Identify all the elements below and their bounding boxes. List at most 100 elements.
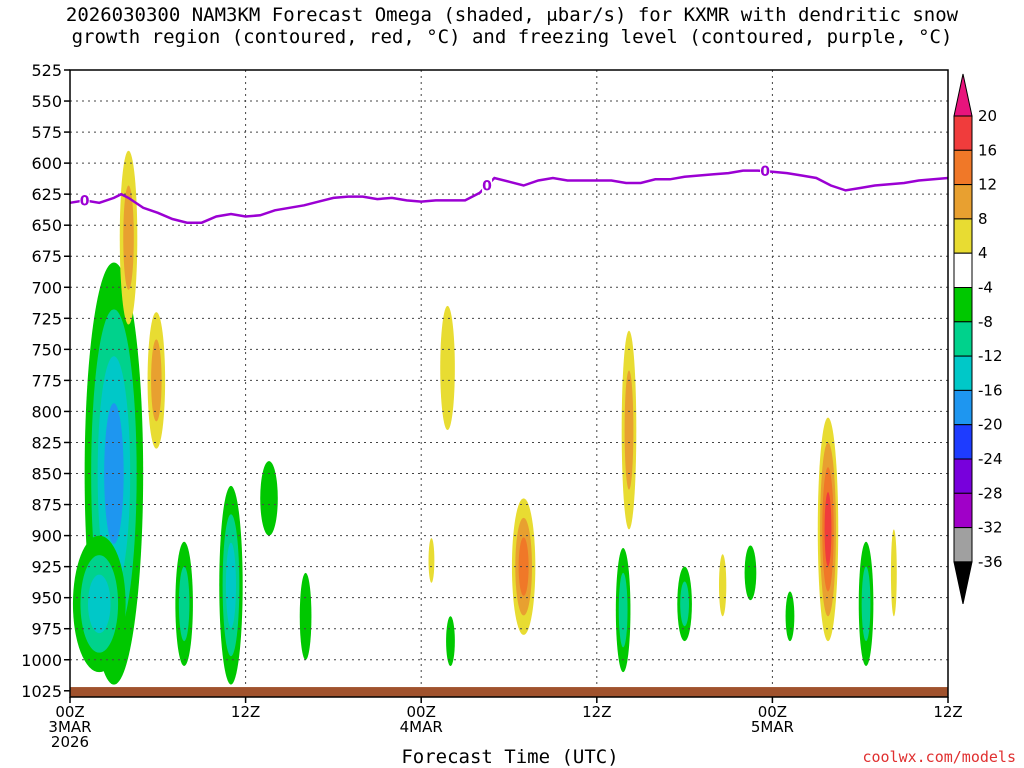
credit-text: coolwx.com/models (862, 748, 1016, 766)
omega-cell-7-level-1 (618, 572, 628, 648)
y-tick-label-17: 950 (31, 589, 62, 608)
x-tick-label-5-0: 12Z (933, 703, 962, 721)
omega-cell-19-level-3 (824, 492, 832, 567)
omega-cell-3-level-2 (225, 542, 236, 628)
freezing-level-label-bg-1 (482, 177, 493, 194)
x-axis-label: Forecast Time (UTC) (401, 746, 619, 768)
freezing-level-label-1: 0 (482, 178, 492, 194)
freezing-level-label-bg-0 (79, 192, 90, 209)
y-tick-label-2: 575 (31, 123, 62, 142)
omega-cell-9-level-0 (744, 545, 757, 601)
colorbar-bin-6 (953, 287, 973, 323)
y-tick-label-10: 775 (31, 371, 62, 390)
terrain-band (70, 687, 948, 697)
colorbar-label-4: 4 (978, 244, 988, 262)
x-tick-label-0-1: 3MAR (48, 718, 91, 736)
y-tick-label-18: 975 (31, 620, 62, 639)
colorbar-top-arrow (953, 73, 973, 117)
omega-cell-4-level-0 (260, 461, 278, 536)
y-tick-label-11: 800 (31, 402, 62, 421)
colorbar-bin-11 (953, 458, 973, 494)
chart-title: 2026030300 NAM3KM Forecast Omega (shaded… (0, 4, 1024, 48)
colorbar-label-8: -16 (978, 381, 1003, 399)
x-tick-label-4-1: 5MAR (751, 718, 794, 736)
colorbar-label-9: -20 (978, 416, 1003, 434)
colorbar-label-0: 20 (978, 107, 997, 125)
y-tick-label-19: 1000 (21, 651, 62, 670)
y-tick-label-12: 825 (31, 433, 62, 452)
colorbar-bin-3 (953, 184, 973, 220)
omega-cell-14-level-0 (440, 305, 455, 431)
colorbar-label-12: -32 (978, 519, 1003, 537)
omega-cell-16-level-2 (518, 537, 529, 596)
y-tick-label-4: 625 (31, 185, 62, 204)
colorbar-label-1: 16 (978, 141, 997, 159)
omega-cell-1-level-2 (87, 574, 111, 634)
axes-layer: 525 550 575 600 625 650 675 700 725 750 775 800 825 8… (21, 61, 962, 751)
y-tick-label-9: 750 (31, 340, 62, 359)
colorbar-bin-1 (953, 115, 973, 151)
colorbar-bin-12 (953, 492, 973, 529)
y-tick-label-6: 675 (31, 247, 62, 266)
omega-cell-5-level-0 (299, 572, 312, 660)
x-tick-label-1-0: 12Z (231, 703, 260, 721)
colorbar-label-3: 8 (978, 210, 988, 228)
omega-cell-12-level-1 (123, 185, 134, 290)
colorbar-bin-4 (953, 218, 973, 254)
y-tick-label-16: 925 (31, 558, 62, 577)
x-tick-label-3-0: 12Z (582, 703, 611, 721)
colorbar-label-7: -12 (978, 347, 1003, 365)
y-tick-label-13: 850 (31, 465, 62, 484)
freezing-level-layer: 0 0 0 (69, 163, 949, 224)
colorbar-label-11: -28 (978, 484, 1003, 502)
omega-cell-11-level-1 (861, 566, 871, 642)
y-tick-label-8: 725 (31, 309, 62, 328)
y-tick-label-14: 875 (31, 496, 62, 515)
title-line-1: 2026030300 NAM3KM Forecast Omega (shaded… (65, 4, 959, 26)
omega-cell-10-level-0 (785, 591, 795, 642)
freezing-level-label-bg-2 (760, 163, 771, 180)
x-tick-label-4-0: 00Z (758, 703, 787, 721)
y-tick-label-1: 550 (31, 92, 62, 111)
y-tick-label-5: 650 (31, 216, 62, 235)
freezing-level-label-2: 0 (760, 164, 770, 180)
freezing-level-label-0: 0 (80, 193, 90, 209)
colorbar-bin-2 (953, 149, 973, 186)
x-tick-label-0-0: 00Z (55, 703, 84, 721)
colorbar-label-2: 12 (978, 176, 997, 194)
x-tick-label-2-0: 00Z (407, 703, 436, 721)
omega-cell-6-level-0 (446, 616, 455, 666)
title-line-2: growth region (contoured, red, °C) and f… (71, 26, 953, 48)
colorbar-label-10: -24 (978, 450, 1003, 468)
colorbar-bin-13 (953, 527, 973, 563)
y-tick-label-3: 600 (31, 154, 62, 173)
omega-cell-13-level-1 (151, 339, 162, 422)
terrain-layer (70, 687, 948, 697)
plot-frame (69, 69, 949, 698)
x-tick-label-2-1: 4MAR (400, 718, 443, 736)
y-tick-label-7: 700 (31, 278, 62, 297)
colorbar-bin-9 (953, 389, 973, 426)
colorbar: 20 16 12 8 4 -4 -8 -12 -16 -20 -24 -28 -32 -36 (953, 73, 1003, 605)
colorbar-bin-8 (953, 355, 973, 391)
colorbar-bin-7 (953, 321, 973, 357)
colorbar-label-6: -8 (978, 313, 993, 331)
omega-cell-2-level-1 (178, 566, 190, 642)
colorbar-bottom-arrow (953, 561, 973, 605)
y-tick-label-0: 525 (31, 61, 62, 80)
freezing-level-line (69, 169, 949, 224)
omega-shading-layer (72, 150, 897, 685)
omega-cell-18-level-0 (718, 554, 727, 617)
y-tick-label-15: 900 (31, 527, 62, 546)
omega-cell-15-level-0 (428, 538, 435, 583)
grid-layer (70, 70, 948, 697)
colorbar-label-5: -4 (978, 279, 993, 297)
y-tick-label-20: 1025 (21, 682, 62, 701)
colorbar-bin-5 (953, 252, 973, 288)
omega-cell-8-level-1 (680, 581, 689, 627)
omega-cell-20-level-0 (890, 529, 897, 617)
colorbar-bin-10 (953, 424, 973, 460)
x-tick-label-0-2: 2026 (51, 733, 89, 751)
colorbar-label-13: -36 (978, 553, 1003, 571)
